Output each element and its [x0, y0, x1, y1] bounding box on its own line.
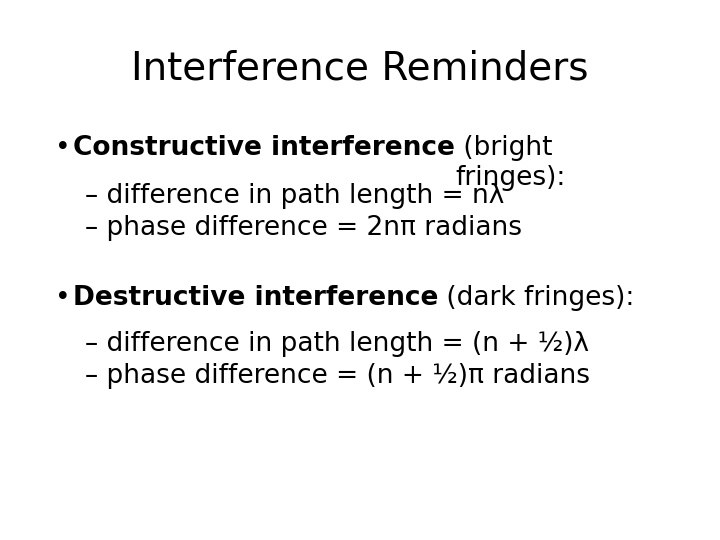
Text: Constructive interference: Constructive interference [73, 135, 455, 161]
Text: – difference in path length = nλ: – difference in path length = nλ [85, 183, 505, 209]
Text: •: • [55, 285, 71, 311]
Text: (dark fringes):: (dark fringes): [438, 285, 635, 311]
Text: Interference Reminders: Interference Reminders [131, 50, 589, 88]
Text: – phase difference = (n + ½)π radians: – phase difference = (n + ½)π radians [85, 363, 590, 389]
Text: •: • [55, 135, 71, 161]
Text: Destructive interference: Destructive interference [73, 285, 438, 311]
Text: (bright
fringes):: (bright fringes): [455, 135, 565, 191]
Text: – phase difference = 2nπ radians: – phase difference = 2nπ radians [85, 215, 522, 241]
Text: – difference in path length = (n + ½)λ: – difference in path length = (n + ½)λ [85, 331, 589, 357]
